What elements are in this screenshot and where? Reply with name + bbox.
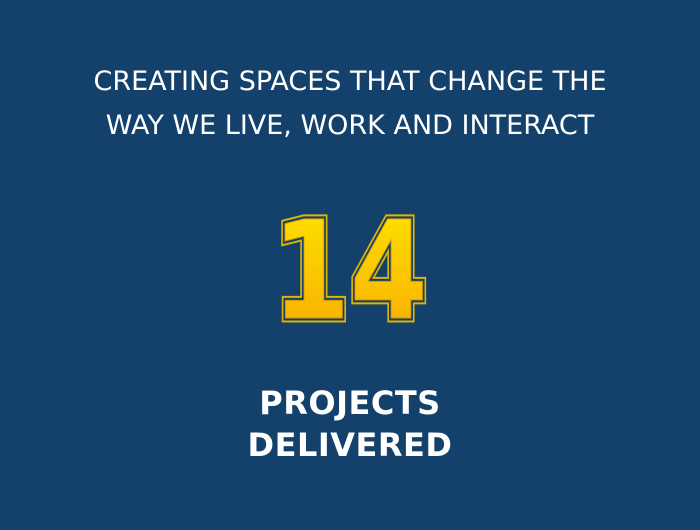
headline-line-1: CREATING SPACES THAT CHANGE THE	[93, 66, 607, 97]
headline: CREATING SPACES THAT CHANGE THE WAY WE L…	[0, 60, 700, 148]
counter-value-outline: 14	[272, 193, 427, 332]
projects-counter: 14 14 14	[268, 192, 431, 332]
headline-line-2: WAY WE LIVE, WORK AND INTERACT	[105, 110, 595, 141]
counter-value-gap: 14	[272, 193, 427, 332]
counter-value: 14	[272, 193, 427, 332]
caption-line-2: DELIVERED	[247, 426, 453, 464]
caption-line-1: PROJECTS	[259, 384, 441, 422]
counter-caption: PROJECTS DELIVERED	[0, 382, 700, 466]
